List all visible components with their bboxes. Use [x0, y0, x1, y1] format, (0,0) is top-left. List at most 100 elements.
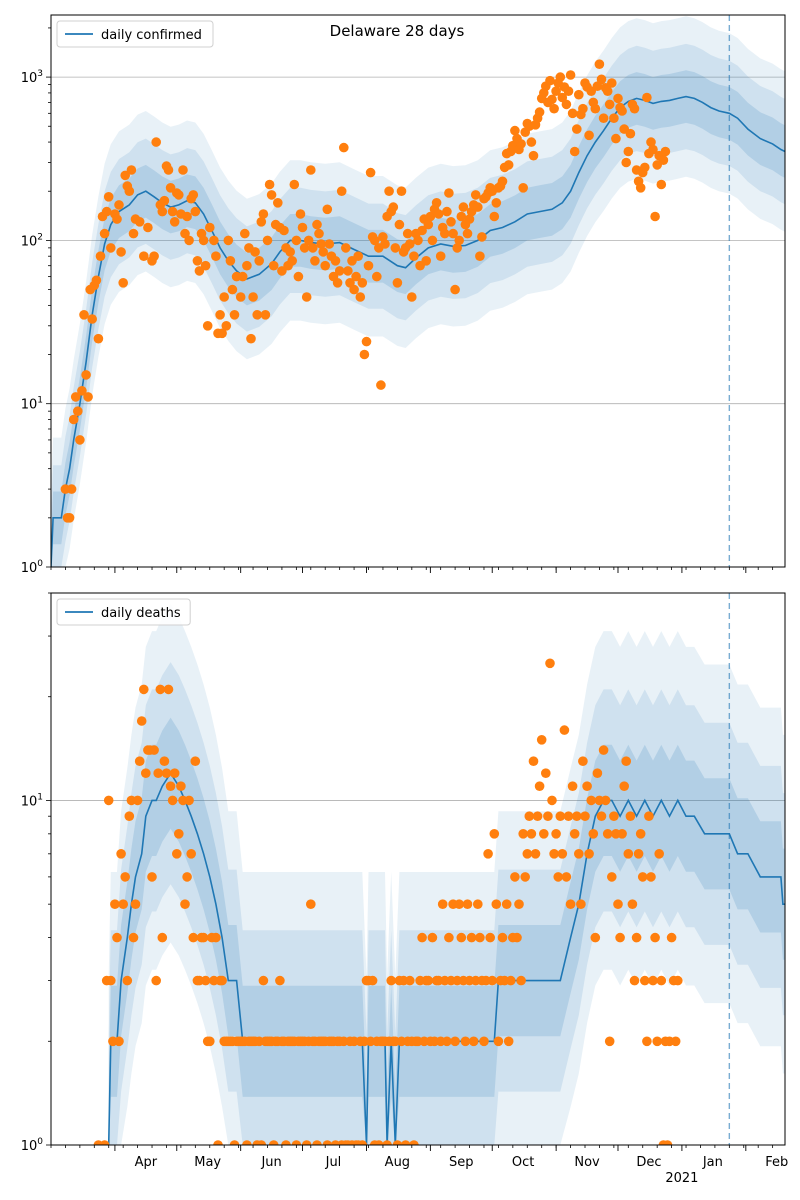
deaths-data-point [596, 811, 607, 821]
confirmed-data-point [256, 217, 267, 227]
confirmed-data-point [157, 206, 168, 217]
confirmed-ytick-label: 102 [21, 232, 43, 249]
confirmed-data-point [332, 278, 343, 288]
deaths-data-point [229, 1140, 240, 1145]
confirmed-data-point [569, 146, 580, 157]
confirmed-data-point [83, 392, 93, 402]
deaths-data-point [604, 1036, 615, 1047]
deaths-data-point [122, 975, 133, 986]
deaths-data-point [258, 975, 269, 986]
confirmed-data-point [66, 484, 77, 494]
confirmed-data-point [602, 86, 613, 96]
deaths-data-point [503, 1036, 514, 1047]
confirmed-data-point [254, 255, 264, 266]
deaths-xtick-label: Dec [636, 1155, 661, 1170]
deaths-data-point [159, 756, 170, 766]
confirmed-data-point [405, 239, 415, 249]
deaths-data-point [551, 829, 561, 839]
confirmed-data-point [392, 278, 403, 288]
deaths-xtick-label: Jun [260, 1155, 281, 1170]
confirmed-data-point [464, 214, 475, 224]
confirmed-data-point [318, 247, 329, 257]
confirmed-data-point [252, 310, 262, 320]
confirmed-data-point [650, 211, 660, 222]
deaths-data-point [322, 1140, 333, 1145]
confirmed-data-point [240, 228, 250, 239]
deaths-data-point [563, 811, 574, 821]
confirmed-data-point [248, 292, 258, 302]
deaths-data-point [291, 1140, 302, 1145]
deaths-data-point [167, 795, 178, 806]
confirmed-data-point [489, 211, 500, 222]
deaths-data-point [574, 849, 584, 859]
deaths-data-point [501, 899, 512, 909]
confirmed-data-point [266, 190, 277, 200]
deaths-data-point [598, 745, 609, 755]
deaths-data-point [491, 899, 502, 909]
confirmed-data-point [413, 235, 423, 246]
confirmed-data-point [361, 336, 372, 347]
confirmed-data-point [596, 74, 607, 85]
deaths-data-point [99, 1140, 110, 1145]
confirmed-data-point [561, 99, 572, 110]
confirmed-data-point [227, 284, 238, 295]
confirmed-data-point [640, 162, 650, 173]
confirmed-data-point [178, 165, 188, 175]
confirmed-data-point [357, 278, 368, 288]
deaths-data-point [301, 1140, 312, 1145]
deaths-ytick-label: 101 [21, 792, 43, 809]
confirmed-data-point [475, 251, 485, 261]
deaths-data-point [652, 1036, 662, 1047]
confirmed-data-point [516, 139, 526, 149]
confirmed-data-point [200, 260, 211, 271]
confirmed-data-point [423, 219, 434, 230]
confirmed-data-point [295, 209, 306, 219]
confirmed-data-point [497, 176, 508, 187]
deaths-xtick-label: Aug [385, 1155, 410, 1170]
confirmed-data-point [417, 225, 427, 236]
deaths-data-point [524, 811, 535, 821]
confirmed-uncertainty-band [51, 70, 785, 567]
confirmed-data-point [648, 144, 658, 155]
deaths-xyear-label: 2021 [665, 1171, 698, 1186]
confirmed-data-point [621, 157, 631, 168]
deaths-data-point [666, 932, 677, 943]
deaths-data-point [516, 975, 526, 986]
confirmed-data-point [351, 271, 361, 282]
deaths-data-point [405, 975, 415, 986]
confirmed-data-point [219, 292, 229, 302]
deaths-data-point [174, 829, 184, 839]
deaths-data-point [213, 1140, 223, 1145]
confirmed-data-point [503, 160, 514, 170]
confirmed-data-point [250, 247, 260, 257]
confirmed-data-point [656, 179, 667, 190]
deaths-data-point [186, 849, 196, 859]
confirmed-data-point [190, 206, 201, 217]
deaths-data-point [151, 975, 161, 986]
deaths-xtick-label: Sep [449, 1155, 474, 1170]
deaths-data-point [592, 768, 603, 778]
deaths-data-point [578, 756, 588, 766]
confirmed-data-point [322, 204, 333, 215]
deaths-data-point [545, 658, 555, 669]
confirmed-data-point [518, 183, 528, 193]
confirmed-data-point [99, 228, 110, 239]
confirmed-data-point [174, 190, 184, 200]
confirmed-data-point [81, 370, 91, 380]
deaths-data-point [169, 768, 180, 778]
deaths-data-point [281, 1140, 291, 1145]
deaths-data-point [242, 1140, 252, 1145]
confirmed-data-point [450, 284, 460, 295]
confirmed-data-point [330, 255, 341, 266]
confirmed-data-point [116, 247, 126, 257]
confirmed-data-point [448, 228, 458, 239]
deaths-data-point [134, 756, 145, 766]
confirmed-ytick-label: 103 [21, 69, 43, 86]
confirmed-data-point [617, 106, 627, 116]
confirmed-data-point [279, 225, 289, 236]
confirmed-data-point [384, 186, 394, 196]
confirmed-data-point [149, 251, 159, 261]
deaths-data-point [172, 849, 182, 859]
deaths-data-point [644, 811, 654, 821]
confirmed-ytick-label: 101 [21, 396, 43, 413]
